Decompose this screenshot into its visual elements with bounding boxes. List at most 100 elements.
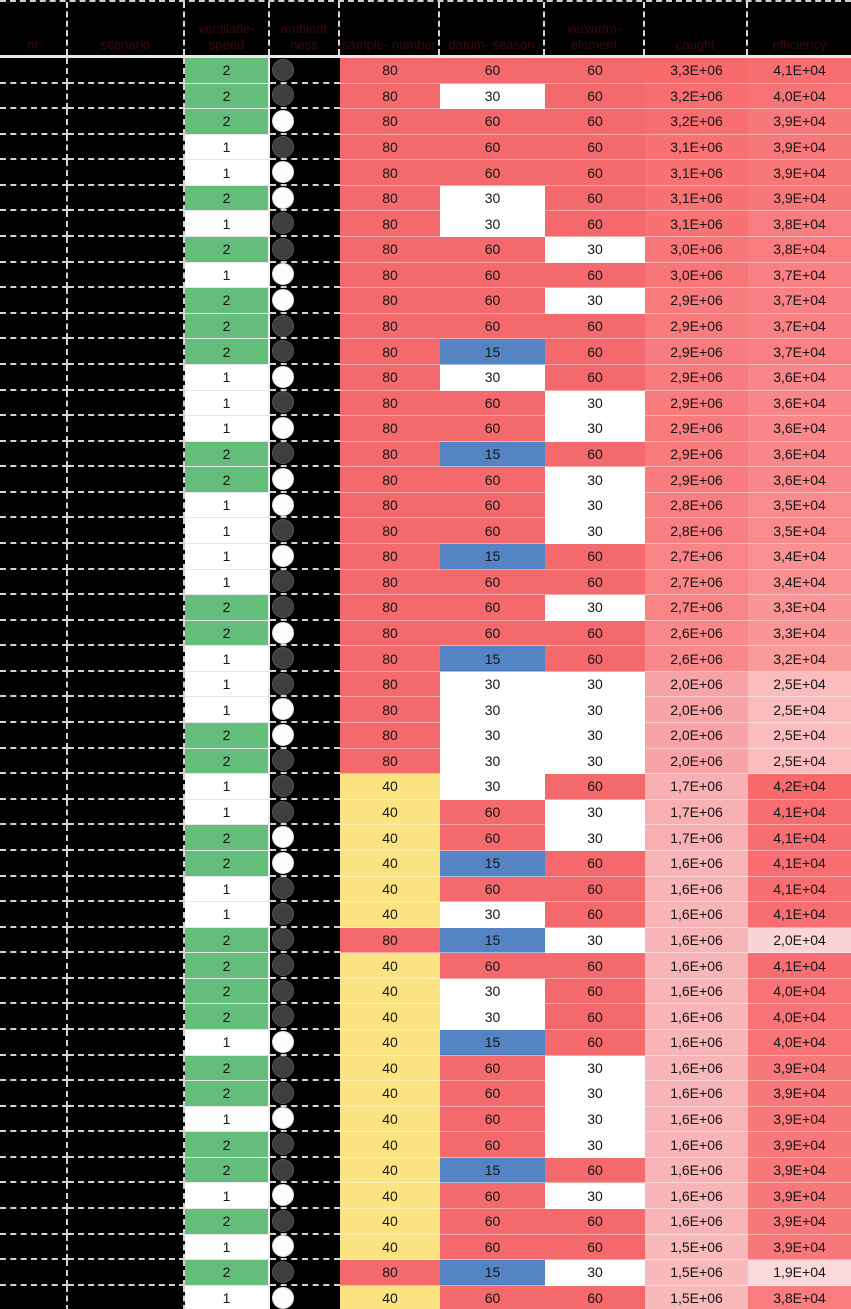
cell-caught[interactable]: 2,9E+06 bbox=[645, 441, 748, 468]
cell-speed[interactable]: 1 bbox=[185, 211, 270, 238]
cell-efficiency[interactable]: 3,9E+04 bbox=[748, 160, 851, 186]
cell-nr[interactable] bbox=[0, 748, 68, 775]
cell-caught[interactable]: 2,9E+06 bbox=[645, 313, 748, 340]
cell-col7[interactable]: 30 bbox=[545, 1081, 645, 1107]
cell-ambient[interactable] bbox=[270, 697, 340, 724]
cell-efficiency[interactable]: 2,0E+04 bbox=[748, 927, 851, 954]
cell-caught[interactable]: 1,6E+06 bbox=[645, 1081, 748, 1107]
cell-efficiency[interactable]: 3,5E+04 bbox=[748, 518, 851, 544]
cell-nr[interactable] bbox=[0, 237, 68, 263]
cell-col7[interactable]: 30 bbox=[545, 1183, 645, 1210]
cell-speed[interactable]: 1 bbox=[185, 799, 270, 826]
cell-caught[interactable]: 2,9E+06 bbox=[645, 467, 748, 493]
cell-ambient[interactable] bbox=[270, 237, 340, 263]
cell-nr[interactable] bbox=[0, 1260, 68, 1286]
cell-caught[interactable]: 1,5E+06 bbox=[645, 1234, 748, 1261]
header-scenario[interactable]: scenario bbox=[68, 2, 185, 55]
cell-caught[interactable]: 3,1E+06 bbox=[645, 134, 748, 161]
cell-efficiency[interactable]: 4,1E+04 bbox=[748, 876, 851, 903]
cell-caught[interactable]: 2,9E+06 bbox=[645, 390, 748, 417]
cell-efficiency[interactable]: 4,0E+04 bbox=[748, 978, 851, 1005]
cell-col7[interactable]: 30 bbox=[545, 518, 645, 544]
cell-scenario[interactable] bbox=[68, 543, 185, 570]
cell-col6[interactable]: 60 bbox=[440, 595, 545, 621]
cell-ambient[interactable] bbox=[270, 262, 340, 289]
cell-nr[interactable] bbox=[0, 1029, 68, 1056]
cell-nr[interactable] bbox=[0, 927, 68, 954]
cell-nr[interactable] bbox=[0, 185, 68, 212]
cell-caught[interactable]: 1,6E+06 bbox=[645, 978, 748, 1005]
cell-col5[interactable]: 80 bbox=[340, 620, 440, 647]
cell-col7[interactable]: 60 bbox=[545, 543, 645, 570]
cell-scenario[interactable] bbox=[68, 825, 185, 851]
cell-speed[interactable]: 2 bbox=[185, 927, 270, 954]
cell-col6[interactable]: 60 bbox=[440, 953, 545, 979]
cell-efficiency[interactable]: 3,9E+04 bbox=[748, 1157, 851, 1184]
cell-caught[interactable]: 3,2E+06 bbox=[645, 109, 748, 135]
cell-col6[interactable]: 60 bbox=[440, 876, 545, 903]
cell-scenario[interactable] bbox=[68, 339, 185, 365]
cell-ambient[interactable] bbox=[270, 1029, 340, 1056]
cell-col6[interactable]: 15 bbox=[440, 927, 545, 954]
cell-caught[interactable]: 1,5E+06 bbox=[645, 1285, 748, 1309]
cell-ambient[interactable] bbox=[270, 876, 340, 903]
cell-scenario[interactable] bbox=[68, 313, 185, 340]
cell-ambient[interactable] bbox=[270, 902, 340, 928]
cell-scenario[interactable] bbox=[68, 876, 185, 903]
cell-col5[interactable]: 40 bbox=[340, 799, 440, 826]
cell-nr[interactable] bbox=[0, 1234, 68, 1261]
cell-nr[interactable] bbox=[0, 646, 68, 672]
cell-scenario[interactable] bbox=[68, 262, 185, 289]
cell-scenario[interactable] bbox=[68, 1132, 185, 1158]
cell-caught[interactable]: 2,0E+06 bbox=[645, 671, 748, 698]
cell-col5[interactable]: 80 bbox=[340, 518, 440, 544]
cell-efficiency[interactable]: 3,2E+04 bbox=[748, 646, 851, 672]
cell-col5[interactable]: 40 bbox=[340, 1081, 440, 1107]
cell-col5[interactable]: 80 bbox=[340, 185, 440, 212]
cell-scenario[interactable] bbox=[68, 774, 185, 800]
cell-caught[interactable]: 2,7E+06 bbox=[645, 595, 748, 621]
cell-caught[interactable]: 1,6E+06 bbox=[645, 876, 748, 903]
cell-scenario[interactable] bbox=[68, 441, 185, 468]
cell-speed[interactable]: 2 bbox=[185, 83, 270, 110]
cell-scenario[interactable] bbox=[68, 1234, 185, 1261]
cell-ambient[interactable] bbox=[270, 953, 340, 979]
cell-col5[interactable]: 80 bbox=[340, 671, 440, 698]
cell-speed[interactable]: 2 bbox=[185, 109, 270, 135]
cell-caught[interactable]: 2,9E+06 bbox=[645, 416, 748, 442]
cell-col5[interactable]: 40 bbox=[340, 978, 440, 1005]
cell-scenario[interactable] bbox=[68, 1260, 185, 1286]
cell-efficiency[interactable]: 3,9E+04 bbox=[748, 1132, 851, 1158]
header-ambient[interactable]: ambient ness bbox=[270, 2, 340, 55]
cell-ambient[interactable] bbox=[270, 1157, 340, 1184]
cell-ambient[interactable] bbox=[270, 543, 340, 570]
cell-col5[interactable]: 40 bbox=[340, 902, 440, 928]
cell-efficiency[interactable]: 4,1E+04 bbox=[748, 902, 851, 928]
cell-col5[interactable]: 80 bbox=[340, 543, 440, 570]
cell-scenario[interactable] bbox=[68, 237, 185, 263]
cell-col5[interactable]: 80 bbox=[340, 569, 440, 596]
cell-col5[interactable]: 40 bbox=[340, 1004, 440, 1030]
cell-nr[interactable] bbox=[0, 953, 68, 979]
cell-nr[interactable] bbox=[0, 288, 68, 314]
cell-col5[interactable]: 80 bbox=[340, 441, 440, 468]
cell-col6[interactable]: 30 bbox=[440, 723, 545, 749]
cell-speed[interactable]: 1 bbox=[185, 416, 270, 442]
cell-caught[interactable]: 1,6E+06 bbox=[645, 1055, 748, 1082]
cell-efficiency[interactable]: 3,7E+04 bbox=[748, 313, 851, 340]
cell-col7[interactable]: 30 bbox=[545, 288, 645, 314]
cell-col5[interactable]: 40 bbox=[340, 1209, 440, 1235]
cell-ambient[interactable] bbox=[270, 723, 340, 749]
cell-col7[interactable]: 30 bbox=[545, 723, 645, 749]
cell-speed[interactable]: 1 bbox=[185, 902, 270, 928]
cell-col6[interactable]: 15 bbox=[440, 646, 545, 672]
cell-speed[interactable]: 1 bbox=[185, 543, 270, 570]
cell-efficiency[interactable]: 4,1E+04 bbox=[748, 799, 851, 826]
header-speed[interactable]: ventilatie- speed bbox=[185, 2, 270, 55]
cell-col7[interactable]: 60 bbox=[545, 1234, 645, 1261]
cell-speed[interactable]: 2 bbox=[185, 595, 270, 621]
cell-scenario[interactable] bbox=[68, 850, 185, 877]
cell-col6[interactable]: 30 bbox=[440, 211, 545, 238]
cell-col5[interactable]: 80 bbox=[340, 237, 440, 263]
cell-efficiency[interactable]: 3,6E+04 bbox=[748, 467, 851, 493]
